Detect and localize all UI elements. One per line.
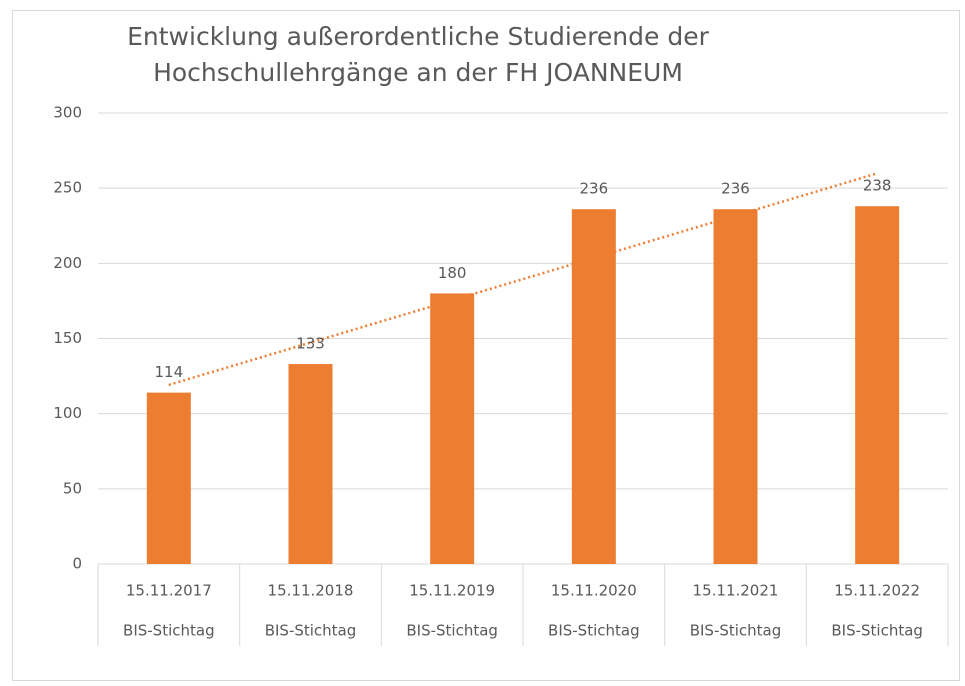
x-tick-sublabel: BIS-Stichtag xyxy=(690,622,782,640)
x-tick-sublabel: BIS-Stichtag xyxy=(265,622,357,640)
data-label: 238 xyxy=(863,177,892,195)
y-tick-label: 200 xyxy=(53,254,82,272)
bar xyxy=(288,364,333,564)
x-tick-sublabel: BIS-Stichtag xyxy=(406,622,498,640)
x-tick-label: 15.11.2021 xyxy=(693,582,779,600)
x-tick-label: 15.11.2022 xyxy=(834,582,920,600)
y-tick-label: 100 xyxy=(53,404,82,422)
x-tick-label: 15.11.2017 xyxy=(126,582,212,600)
x-tick-label: 15.11.2018 xyxy=(268,582,354,600)
chart-title: Entwicklung außerordentliche Studierende… xyxy=(127,22,709,51)
bar xyxy=(430,293,475,564)
x-tick-label: 15.11.2020 xyxy=(551,582,637,600)
bar xyxy=(713,209,758,565)
x-tick-label: 15.11.2019 xyxy=(409,582,495,600)
y-tick-label: 250 xyxy=(53,179,82,197)
x-tick-sublabel: BIS-Stichtag xyxy=(831,622,923,640)
bar xyxy=(571,209,616,565)
data-label: 236 xyxy=(580,180,609,198)
bar xyxy=(855,206,900,564)
y-tick-label: 50 xyxy=(63,479,82,497)
chart-frame xyxy=(12,10,960,681)
data-label: 236 xyxy=(721,180,750,198)
bar xyxy=(146,392,191,564)
y-tick-label: 0 xyxy=(72,555,82,573)
y-tick-label: 300 xyxy=(53,104,82,122)
trendline xyxy=(168,172,878,387)
x-tick-sublabel: BIS-Stichtag xyxy=(548,622,640,640)
data-label: 180 xyxy=(438,264,467,282)
chart-title: Hochschullehrgänge an der FH JOANNEUM xyxy=(153,58,683,87)
y-tick-label: 150 xyxy=(53,329,82,347)
data-label: 133 xyxy=(296,335,325,353)
data-label: 114 xyxy=(155,363,184,381)
x-tick-sublabel: BIS-Stichtag xyxy=(123,622,215,640)
